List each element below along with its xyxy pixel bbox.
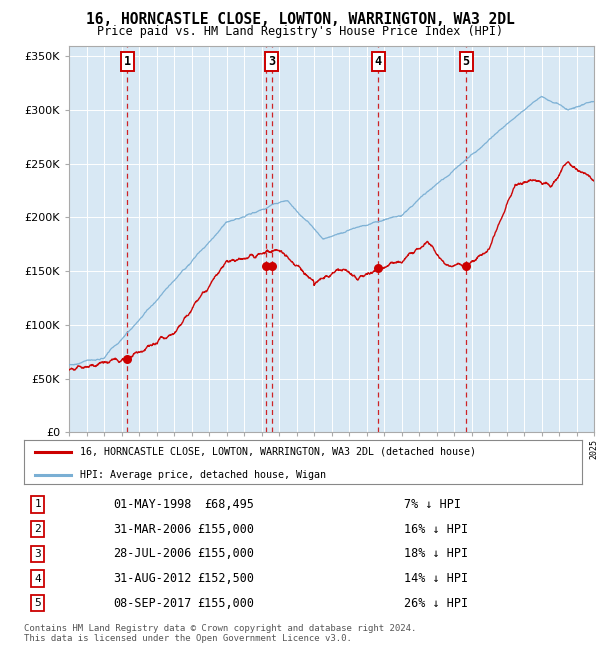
Text: 14% ↓ HPI: 14% ↓ HPI — [404, 572, 468, 585]
Text: 28-JUL-2006: 28-JUL-2006 — [113, 547, 191, 560]
Text: 26% ↓ HPI: 26% ↓ HPI — [404, 597, 468, 610]
Text: £68,495: £68,495 — [204, 498, 254, 511]
Text: 16, HORNCASTLE CLOSE, LOWTON, WARRINGTON, WA3 2DL (detached house): 16, HORNCASTLE CLOSE, LOWTON, WARRINGTON… — [80, 447, 476, 457]
Text: 08-SEP-2017: 08-SEP-2017 — [113, 597, 191, 610]
Text: 3: 3 — [268, 55, 275, 68]
Text: 31-MAR-2006: 31-MAR-2006 — [113, 523, 191, 536]
Text: 4: 4 — [35, 573, 41, 584]
Text: 5: 5 — [463, 55, 470, 68]
Text: £155,000: £155,000 — [197, 523, 254, 536]
Text: £152,500: £152,500 — [197, 572, 254, 585]
Text: £155,000: £155,000 — [197, 547, 254, 560]
Text: 01-MAY-1998: 01-MAY-1998 — [113, 498, 191, 511]
Text: 7% ↓ HPI: 7% ↓ HPI — [404, 498, 461, 511]
Text: HPI: Average price, detached house, Wigan: HPI: Average price, detached house, Wiga… — [80, 469, 326, 480]
Text: 16, HORNCASTLE CLOSE, LOWTON, WARRINGTON, WA3 2DL: 16, HORNCASTLE CLOSE, LOWTON, WARRINGTON… — [86, 12, 514, 27]
Text: 1: 1 — [124, 55, 131, 68]
Text: £155,000: £155,000 — [197, 597, 254, 610]
Text: 16% ↓ HPI: 16% ↓ HPI — [404, 523, 468, 536]
Text: This data is licensed under the Open Government Licence v3.0.: This data is licensed under the Open Gov… — [24, 634, 352, 643]
Text: 1: 1 — [35, 499, 41, 510]
Text: 4: 4 — [374, 55, 382, 68]
Text: Contains HM Land Registry data © Crown copyright and database right 2024.: Contains HM Land Registry data © Crown c… — [24, 624, 416, 633]
Text: Price paid vs. HM Land Registry's House Price Index (HPI): Price paid vs. HM Land Registry's House … — [97, 25, 503, 38]
Text: 3: 3 — [35, 549, 41, 559]
Text: 18% ↓ HPI: 18% ↓ HPI — [404, 547, 468, 560]
Text: 5: 5 — [35, 598, 41, 608]
Text: 2: 2 — [35, 524, 41, 534]
Text: 31-AUG-2012: 31-AUG-2012 — [113, 572, 191, 585]
